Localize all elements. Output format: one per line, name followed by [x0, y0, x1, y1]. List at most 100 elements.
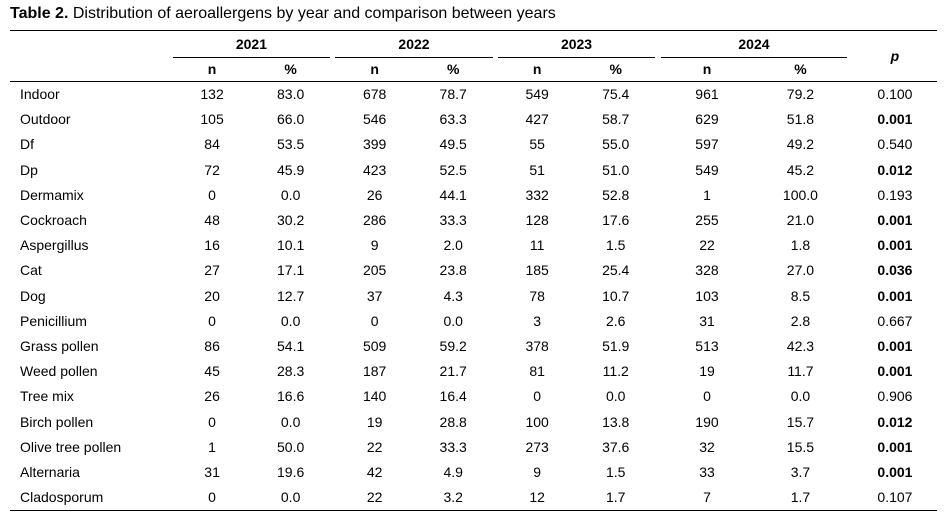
pct-cell: 25.4: [602, 262, 630, 279]
pct-cell: 11.2: [602, 363, 629, 380]
pct-cell: 45.2: [786, 161, 815, 178]
pct-cell: 10.1: [277, 237, 305, 254]
n-cell: 629: [695, 111, 719, 128]
pct-cell: 0.0: [280, 413, 301, 430]
table-row: Dp 72 45.9 423 52.5 51 51.0 549 45.2 0.012: [10, 158, 937, 183]
pct-cell: 49.5: [439, 136, 467, 153]
n-cell: 22: [699, 237, 715, 254]
pct-cell: 83.0: [277, 86, 305, 102]
p-value-cell: 0.001: [877, 237, 913, 254]
table-row: Outdoor 105 66.0 546 63.3 427 58.7 629 51.8 0.001: [10, 107, 937, 132]
p-value-cell: 0.540: [877, 136, 913, 153]
pct-cell: 58.7: [602, 111, 630, 128]
n-cell: 549: [525, 86, 549, 102]
pct-header: %: [753, 57, 848, 82]
p-value-cell: 0.036: [877, 262, 913, 279]
pct-header: %: [576, 57, 656, 82]
n-cell: 12: [497, 485, 577, 512]
n-header: n: [660, 57, 754, 82]
allergen-name: Dp: [20, 161, 38, 178]
p-value-cell: 0.001: [877, 338, 913, 355]
p-value-cell: 0.667: [877, 312, 913, 329]
pct-cell: 55.0: [602, 136, 630, 153]
pct-cell: 33.3: [439, 212, 467, 229]
table-caption-label: Table 2.: [10, 5, 69, 22]
table-row: Df 84 53.5 399 49.5 55 55.0 597 49.2 0.540: [10, 132, 937, 157]
p-value-cell: 0.001: [877, 212, 913, 229]
pct-cell: 75.4: [602, 86, 630, 102]
n-header: n: [172, 57, 252, 82]
allergen-name: Grass pollen: [20, 338, 99, 355]
allergen-name: Df: [20, 136, 34, 153]
n-cell: 423: [362, 161, 387, 178]
pct-cell: 0.0: [280, 186, 301, 203]
allergen-name: Indoor: [20, 86, 60, 102]
p-value-cell: 0.001: [877, 363, 913, 380]
n-cell: 31: [699, 312, 715, 329]
pct-cell: 52.8: [602, 186, 630, 203]
allergen-name: Birch pollen: [20, 413, 94, 430]
pct-cell: 12.7: [277, 287, 305, 304]
n-cell: 513: [695, 338, 719, 355]
p-value-header: p: [852, 30, 937, 82]
n-cell: 100: [525, 413, 549, 430]
pct-cell: 45.9: [277, 161, 305, 178]
year-header: 2022: [335, 30, 493, 58]
n-cell: 27: [204, 262, 220, 279]
pct-cell: 50.0: [277, 438, 305, 455]
n-cell: 255: [695, 212, 719, 229]
n-cell: 0: [172, 485, 252, 512]
pct-cell: 1.8: [790, 237, 811, 254]
pct-cell: 0.0: [443, 312, 463, 329]
n-cell: 105: [200, 111, 224, 128]
n-cell: 72: [204, 161, 220, 178]
n-cell: 0: [208, 312, 216, 329]
pct-cell: 79.2: [786, 86, 815, 102]
pct-cell: 100.0: [782, 186, 818, 203]
pct-cell: 37.6: [602, 438, 630, 455]
n-cell: 22: [366, 438, 383, 455]
p-value-cell: 0.100: [877, 86, 913, 102]
table-row: Grass pollen 86 54.1 509 59.2 378 51.9 513 42.3 0…: [10, 334, 937, 359]
pct-cell: 2.0: [443, 237, 463, 254]
year-header-row: 2021 2022 2023 2024 p: [10, 30, 937, 82]
n-cell: 3: [533, 312, 542, 329]
pct-cell: 66.0: [277, 111, 305, 128]
allergen-name: Dog: [20, 287, 46, 304]
n-cell: 273: [525, 438, 549, 455]
n-cell: 961: [695, 86, 719, 102]
allergen-name: Aspergillus: [20, 237, 89, 254]
pct-cell: 33.3: [439, 438, 467, 455]
table-row: Aspergillus 16 10.1 9 2.0 11 1.5 22 1.8 0.001: [10, 233, 937, 258]
table-row: Alternaria 31 19.6 42 4.9 9 1.5 33 3.7 0.001: [10, 460, 937, 485]
n-cell: 205: [362, 262, 387, 279]
n-cell: 0: [208, 186, 216, 203]
pct-cell: 0.0: [251, 485, 330, 512]
n-cell: 0: [703, 388, 711, 405]
pct-cell: 19.6: [277, 464, 305, 481]
spacer-cell: [492, 485, 498, 512]
n-header: n: [335, 57, 414, 82]
n-cell: 42: [366, 464, 383, 481]
pct-cell: 42.3: [786, 338, 815, 355]
pct-cell: 44.1: [439, 186, 467, 203]
pct-cell: 13.8: [602, 413, 630, 430]
pct-cell: 16.6: [277, 388, 305, 405]
n-cell: 48: [204, 212, 220, 229]
n-cell: 546: [362, 111, 387, 128]
pct-cell: 1.5: [605, 237, 626, 254]
pct-cell: 0.0: [790, 388, 811, 405]
n-cell: 132: [200, 86, 224, 102]
pct-cell: 3.7: [790, 464, 811, 481]
table-row: Olive tree pollen 1 50.0 22 33.3 273 37.6 32 15.…: [10, 435, 937, 460]
n-cell: 378: [525, 338, 549, 355]
spacer-cell: [330, 485, 336, 512]
pct-cell: 17.6: [602, 212, 630, 229]
table-row: Penicillium 0 0.0 0 0.0 3 2.6 31 2.8 0.667: [10, 309, 937, 334]
table-row: Weed pollen 45 28.3 187 21.7 81 11.2 19 11.7 0.00…: [10, 359, 937, 384]
pct-header: %: [251, 57, 330, 82]
n-cell: 103: [695, 287, 719, 304]
n-cell: 33: [699, 464, 715, 481]
allergen-name: Outdoor: [20, 111, 71, 128]
n-cell: 55: [529, 136, 545, 153]
